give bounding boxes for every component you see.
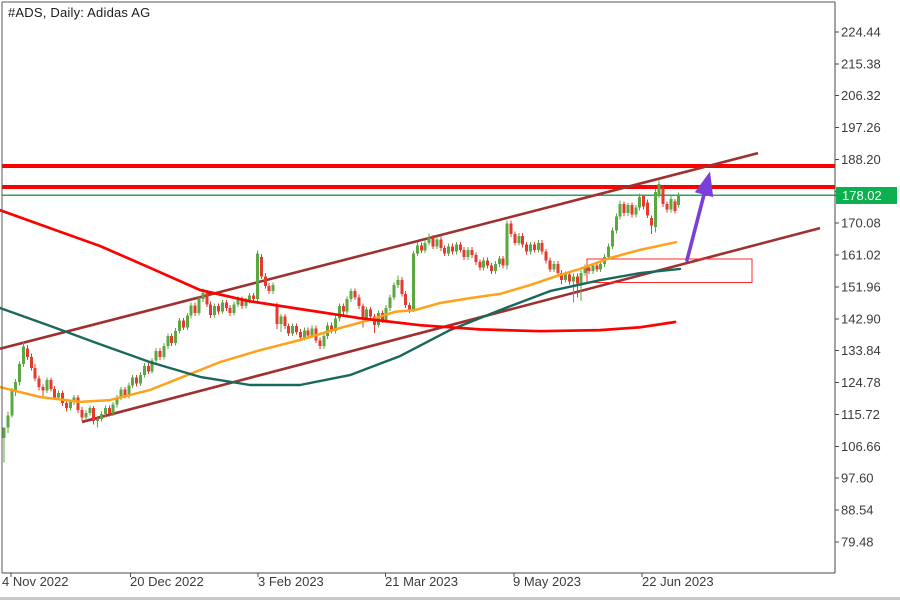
price-tick-label: 170.08 bbox=[841, 216, 881, 231]
price-tick-label: 88.54 bbox=[841, 503, 874, 518]
resistance-lines[interactable] bbox=[2, 163, 835, 189]
price-tick-label: 197.26 bbox=[841, 120, 881, 135]
time-axis[interactable]: 4 Nov 2022 20 Dec 2022 3 Feb 2023 21 Mar 20… bbox=[2, 572, 835, 589]
date-tick-label: 4 Nov 2022 bbox=[2, 574, 69, 589]
price-tick-label: 124.78 bbox=[841, 375, 881, 390]
price-tick-label: 79.48 bbox=[841, 534, 874, 549]
ma-mid-teal bbox=[0, 267, 682, 387]
price-axis[interactable]: 224.44215.38206.32197.26188.20179.14170.… bbox=[834, 2, 881, 573]
price-tick-label: 133.84 bbox=[841, 343, 881, 358]
trend-channel-lines[interactable] bbox=[0, 151, 821, 424]
price-tick-label: 215.38 bbox=[841, 56, 881, 71]
date-tick-label: 22 Jun 2023 bbox=[642, 574, 714, 589]
symbol-timeframe-label: #ADS, Daily: Adidas AG bbox=[8, 5, 151, 20]
date-tick-label: 21 Mar 2023 bbox=[385, 574, 458, 589]
price-tick-label: 142.90 bbox=[841, 311, 881, 326]
ma-fast-orange bbox=[0, 240, 678, 404]
price-tick-label: 224.44 bbox=[841, 25, 881, 40]
ma-slow-red bbox=[0, 208, 677, 333]
price-tick-label: 151.96 bbox=[841, 279, 881, 294]
consolidation-rectangle[interactable] bbox=[586, 258, 753, 284]
price-tick-label: 188.20 bbox=[841, 152, 881, 167]
date-tick-label: 20 Dec 2022 bbox=[130, 574, 204, 589]
price-tick-label: 106.66 bbox=[841, 439, 881, 454]
price-tick-label: 115.72 bbox=[841, 407, 880, 422]
price-tick-label: 206.32 bbox=[841, 88, 881, 103]
projection-arrow[interactable] bbox=[685, 171, 714, 262]
date-tick-label: 9 May 2023 bbox=[513, 574, 581, 589]
price-tick-label: 161.02 bbox=[841, 248, 881, 263]
price-tick-label: 97.60 bbox=[841, 471, 874, 486]
bid-price-value: 178.02 bbox=[842, 188, 882, 203]
chart-title: #ADS, Daily: Adidas AG bbox=[8, 5, 150, 20]
date-tick-label: 3 Feb 2023 bbox=[258, 574, 324, 589]
channel-upper[interactable] bbox=[0, 151, 759, 351]
bid-price-badge: 178.02 bbox=[836, 186, 897, 204]
channel-lower[interactable] bbox=[81, 226, 821, 424]
chart-frame bbox=[1, 1, 835, 573]
